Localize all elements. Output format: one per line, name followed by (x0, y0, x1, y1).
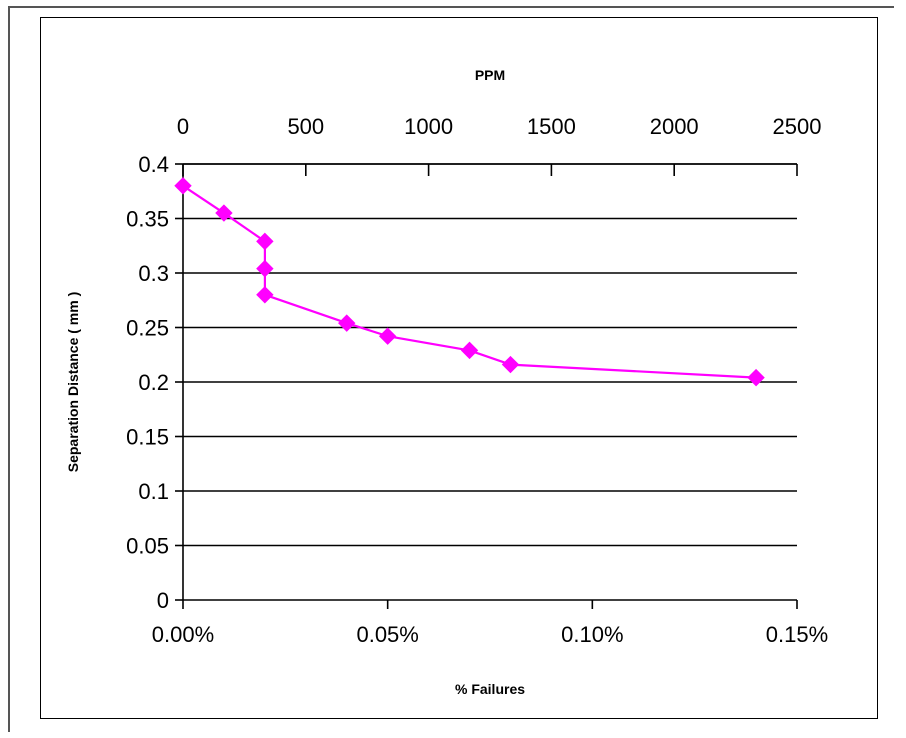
y-tick-label-3: 0.15 (126, 425, 169, 450)
y-tick-label-8: 0.4 (138, 152, 169, 177)
data-point-1 (215, 204, 233, 222)
data-point-8 (501, 355, 520, 374)
y-tick-label-1: 0.05 (126, 534, 169, 559)
y-tick-label-4: 0.2 (138, 370, 169, 395)
data-point-3 (256, 259, 274, 278)
data-point-4 (256, 286, 274, 304)
y-tick-label-6: 0.3 (138, 261, 169, 286)
y-tick-label-5: 0.25 (126, 316, 169, 341)
y-axis-title: Separation Distance ( mm ) (65, 292, 81, 473)
y-tick-label-2: 0.1 (138, 479, 169, 504)
data-point-7 (460, 341, 479, 360)
series-failures (174, 177, 765, 387)
data-point-5 (338, 314, 356, 332)
y-tick-label-7: 0.35 (126, 207, 169, 232)
axes: 0 0.05 0.1 0.15 0.2 0.25 0.3 0.35 0.4 0.00% 0.05% 0… (126, 114, 828, 647)
x2-tick-label-2: 1000 (404, 114, 453, 139)
bottom-axis-title: % Failures (455, 681, 525, 697)
x2-tick-label-1: 500 (287, 114, 324, 139)
x-tick-label-1: 0.05% (356, 622, 418, 647)
data-point-2 (256, 232, 274, 251)
page-frame (8, 6, 894, 732)
x2-tick-label-5: 2500 (773, 114, 822, 139)
chart-frame (40, 17, 878, 719)
data-point-6 (378, 327, 397, 345)
x2-tick-label-4: 2000 (650, 114, 699, 139)
x2-tick-label-0: 0 (177, 114, 189, 139)
data-point-0 (174, 177, 192, 195)
x2-tick-label-3: 1500 (527, 114, 576, 139)
top-axis-title: PPM (475, 67, 505, 83)
x-tick-label-0: 0.00% (152, 622, 214, 647)
data-point-9 (747, 368, 765, 387)
x-tick-label-3: 0.15% (766, 622, 828, 647)
x-tick-label-2: 0.10% (561, 622, 623, 647)
gridlines (183, 163, 797, 547)
series-line-0 (182, 184, 757, 379)
y-tick-label-0: 0 (157, 588, 169, 613)
